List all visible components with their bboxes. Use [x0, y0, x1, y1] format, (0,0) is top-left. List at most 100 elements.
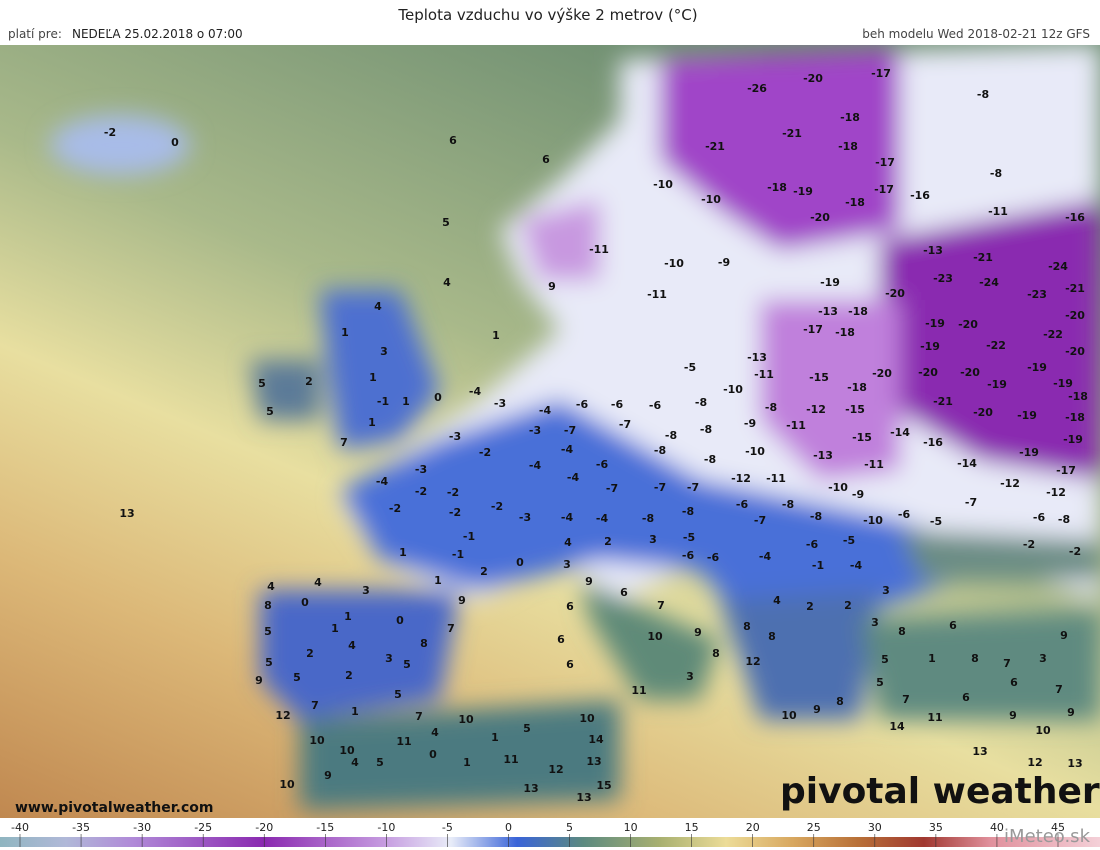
- temperature-label: -18: [840, 111, 860, 124]
- temperature-label: 4: [351, 756, 359, 769]
- temperature-label: -10: [863, 514, 883, 527]
- temperature-label: -23: [933, 272, 953, 285]
- temperature-label: -15: [809, 371, 829, 384]
- temperature-label: -11: [786, 419, 806, 432]
- temperature-label: 1: [368, 416, 376, 429]
- temperature-label: 6: [449, 134, 457, 147]
- temperature-label: -3: [494, 397, 506, 410]
- temperature-label: 1: [928, 652, 936, 665]
- temperature-label: 1: [434, 574, 442, 587]
- temperature-label: -6: [806, 538, 819, 551]
- temperature-label: -4: [539, 404, 552, 417]
- temperature-label: 1: [331, 622, 339, 635]
- temperature-label: 10: [1035, 724, 1051, 737]
- temperature-label: -20: [1065, 309, 1085, 322]
- temperature-label: 4: [314, 576, 322, 589]
- temperature-label: -4: [469, 385, 482, 398]
- website: www.pivotalweather.com: [15, 800, 214, 816]
- temperature-label: -2: [415, 485, 427, 498]
- temperature-label: -20: [885, 287, 905, 300]
- temperature-label: 9: [458, 594, 466, 607]
- temperature-label: 6: [949, 619, 957, 632]
- temperature-label: -7: [754, 514, 766, 527]
- temperature-label: 0: [396, 614, 404, 627]
- temperature-label: -11: [754, 368, 774, 381]
- temperature-label: -17: [1056, 464, 1076, 477]
- temperature-label: -21: [1065, 282, 1085, 295]
- temperature-label: 7: [340, 436, 348, 449]
- temperature-label: -11: [988, 205, 1008, 218]
- temperature-label: -26: [747, 82, 767, 95]
- temperature-label: 3: [882, 584, 890, 597]
- temperature-label: 3: [380, 345, 388, 358]
- temperature-label: -8: [700, 423, 712, 436]
- temperature-label: -4: [376, 475, 389, 488]
- temperature-label: 5: [264, 625, 272, 638]
- temperature-label: -6: [898, 508, 911, 521]
- temperature-label: -7: [654, 481, 666, 494]
- temperature-label: -19: [1017, 409, 1037, 422]
- temperature-label: 5: [394, 688, 402, 701]
- temperature-label: -4: [567, 471, 580, 484]
- temperature-label: 7: [657, 599, 665, 612]
- valid-time: NEDEĽA 25.02.2018 o 07:00: [72, 27, 243, 41]
- temperature-label: -16: [923, 436, 943, 449]
- temperature-label: -9: [718, 256, 730, 269]
- temperature-label: 10: [579, 712, 595, 725]
- temperature-label: -4: [850, 559, 863, 572]
- temperature-label: -21: [973, 251, 993, 264]
- temperature-label: 6: [1010, 676, 1018, 689]
- temperature-label: 9: [585, 575, 593, 588]
- temperature-label: -19: [1019, 446, 1039, 459]
- temperature-label: 8: [743, 620, 751, 633]
- temperature-label: -18: [835, 326, 855, 339]
- temperature-label: -12: [731, 472, 751, 485]
- temperature-label: 11: [631, 684, 646, 697]
- temperature-label: 6: [566, 658, 574, 671]
- temperature-label: -3: [529, 424, 541, 437]
- temperature-label: 8: [898, 625, 906, 638]
- temperature-label: 7: [902, 693, 910, 706]
- temperature-label: -4: [759, 550, 772, 563]
- temperature-label: -7: [606, 482, 618, 495]
- temperature-label: 9: [1067, 706, 1075, 719]
- temperature-label: 10: [458, 713, 474, 726]
- temperature-label: -12: [806, 403, 826, 416]
- temperature-label: -6: [736, 498, 749, 511]
- temperature-label: 3: [686, 670, 694, 683]
- temperature-label: -14: [890, 426, 910, 439]
- temperature-label: 9: [1009, 709, 1017, 722]
- temperature-label: -12: [1046, 486, 1066, 499]
- temperature-label: -19: [920, 340, 940, 353]
- temperature-label: 6: [962, 691, 970, 704]
- temperature-label: -2: [389, 502, 401, 515]
- temperature-label: 7: [1003, 657, 1011, 670]
- temperature-label: -11: [864, 458, 884, 471]
- temperature-label: 2: [306, 647, 314, 660]
- temperature-label: -20: [803, 72, 823, 85]
- temperature-label: -1: [463, 530, 475, 543]
- title: Teplota vzduchu vo výške 2 metrov (°C): [397, 6, 697, 24]
- temperature-label: -6: [682, 549, 695, 562]
- temperature-label: -6: [576, 398, 589, 411]
- temperature-label: -13: [813, 449, 833, 462]
- temperature-label: -20: [918, 366, 938, 379]
- temperature-label: 12: [745, 655, 760, 668]
- temperature-label: -8: [695, 396, 707, 409]
- temperature-label: 1: [491, 731, 499, 744]
- temperature-label: -20: [1065, 345, 1085, 358]
- colorbar-tick-label: 0: [505, 821, 512, 834]
- temperature-field: [50, 45, 1100, 810]
- colorbar-tick-label: -5: [442, 821, 453, 834]
- model-run: beh modelu Wed 2018-02-21 12z GFS: [862, 27, 1090, 41]
- temperature-label: 8: [971, 652, 979, 665]
- temperature-label: 13: [1067, 757, 1082, 770]
- temperature-label: -20: [810, 211, 830, 224]
- temperature-label: 4: [564, 536, 572, 549]
- temperature-label: 2: [345, 669, 353, 682]
- temperature-label: -17: [875, 156, 895, 169]
- temperature-label: -20: [960, 366, 980, 379]
- temperature-label: -8: [990, 167, 1002, 180]
- temperature-label: -8: [782, 498, 794, 511]
- temperature-label: -6: [1033, 511, 1046, 524]
